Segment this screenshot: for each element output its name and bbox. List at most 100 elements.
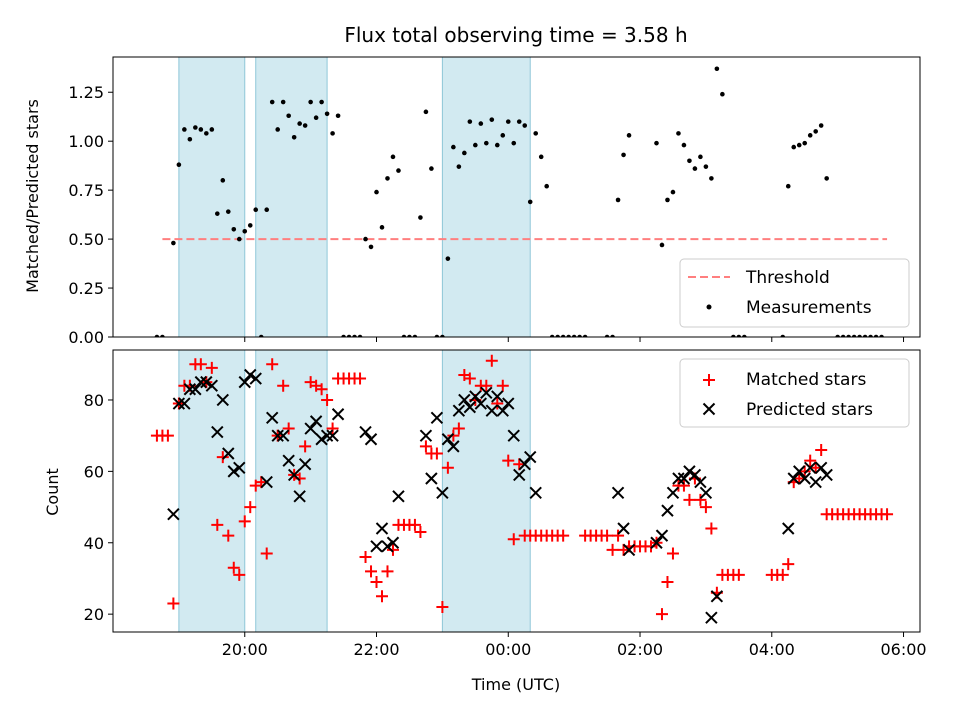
bottom-predicted-star-point xyxy=(271,429,284,442)
top-measurement-point xyxy=(785,183,791,189)
bottom-predicted-star-point xyxy=(436,486,449,499)
top-measurement-point xyxy=(544,183,549,189)
bottom-predicted-star-point xyxy=(227,465,240,478)
bottom-matched-star-point xyxy=(365,565,378,578)
bottom-panel: 20 40 60 80 20:00 22:00 00:00 02:00 04:00 06:00 Ma… xyxy=(84,349,927,659)
bottom-matched-star-point xyxy=(507,533,520,546)
bottom-matched-star-point xyxy=(782,558,795,571)
top-measurement-point xyxy=(511,140,517,146)
bottom-predicted-star-point xyxy=(364,433,378,446)
top-measurement-point xyxy=(549,334,555,337)
top-measurement-point xyxy=(720,91,725,97)
top-measurement-point xyxy=(401,334,407,337)
bottom-matched-star-point xyxy=(557,529,570,542)
top-measurement-point xyxy=(851,334,857,337)
bottom-matched-star-point xyxy=(299,440,312,453)
bottom-matched-star-point xyxy=(293,472,306,485)
top-shaded-interval xyxy=(255,56,328,338)
top-measurement-point xyxy=(209,127,215,132)
bottom-predicted-star-point xyxy=(370,540,383,553)
top-measurement-point xyxy=(857,334,862,337)
top-measurement-point xyxy=(374,189,379,195)
top-y-tick-label: 0.50 xyxy=(68,230,104,249)
top-measurement-point xyxy=(807,133,813,138)
top-measurement-point xyxy=(291,134,297,140)
top-measurement-point xyxy=(560,334,566,337)
bottom-matched-star-point xyxy=(677,479,690,492)
bottom-matched-star-point xyxy=(606,543,619,556)
bottom-y-tick-label: 80 xyxy=(84,391,104,410)
bottom-matched-star-point xyxy=(255,476,268,489)
top-measurement-point xyxy=(198,127,204,132)
bottom-predicted-star-point xyxy=(463,400,477,414)
top-measurement-point xyxy=(879,334,884,337)
bottom-x-tick-label: 06:00 xyxy=(880,640,926,659)
top-measurement-point xyxy=(577,334,582,337)
top-measurement-point xyxy=(231,227,237,232)
top-measurement-point xyxy=(385,176,390,181)
bottom-matched-star-point xyxy=(282,422,295,435)
top-measurement-point xyxy=(302,123,308,128)
bottom-axes-frame xyxy=(112,349,921,633)
bottom-matched-star-point xyxy=(881,508,894,521)
bottom-matched-star-point xyxy=(419,440,432,453)
bottom-x-tick-label: 22:00 xyxy=(353,640,399,659)
bottom-predicted-star-point xyxy=(178,397,191,410)
bottom-predicted-star-point xyxy=(705,611,718,624)
bottom-y-axis-label: Count xyxy=(43,468,62,516)
bottom-predicted-star-point xyxy=(787,472,800,485)
bottom-matched-star-point xyxy=(441,461,454,474)
bottom-matched-star-point xyxy=(683,493,696,506)
top-measurement-point xyxy=(665,197,670,203)
top-measurement-point xyxy=(791,144,797,150)
bottom-matched-star-point xyxy=(194,358,207,371)
top-measurement-point xyxy=(703,164,709,169)
top-measurement-point xyxy=(473,142,478,148)
bottom-y-tick-label: 60 xyxy=(84,462,104,481)
top-axes-frame xyxy=(112,56,921,338)
top-measurement-point xyxy=(500,133,506,138)
top-measurement-point xyxy=(873,334,879,337)
top-measurement-point xyxy=(840,334,846,337)
bottom-predicted-star-point xyxy=(194,375,208,389)
top-measurement-point xyxy=(346,334,352,337)
bottom-matched-star-point xyxy=(227,561,240,574)
top-measurement-point xyxy=(659,242,665,248)
top-measurement-point xyxy=(324,111,330,117)
top-measurement-point xyxy=(467,119,473,124)
top-legend-box xyxy=(679,258,910,328)
top-measurement-point xyxy=(434,334,440,337)
top-measurement-point xyxy=(676,131,681,136)
top-measurement-point xyxy=(555,334,560,337)
top-measurement-point xyxy=(533,131,539,136)
bottom-legend-predicted-label: Predicted stars xyxy=(746,400,873,420)
bottom-predicted-star-point xyxy=(782,522,795,535)
bottom-predicted-star-point xyxy=(287,468,301,482)
bottom-matched-star-point xyxy=(732,568,745,581)
bottom-matched-star-point xyxy=(485,354,498,367)
bottom-predicted-star-point xyxy=(474,397,488,410)
top-measurement-point xyxy=(187,136,193,142)
bottom-predicted-star-point xyxy=(309,415,323,428)
bottom-matched-star-point xyxy=(661,576,674,589)
top-measurement-point xyxy=(182,127,187,132)
top-y-tick-label: 0.25 xyxy=(68,279,104,298)
bottom-predicted-star-point xyxy=(386,536,400,549)
bottom-predicted-star-point xyxy=(282,454,295,467)
bottom-legend-box xyxy=(679,358,910,428)
bottom-matched-star-point xyxy=(216,451,229,464)
bottom-matched-star-point xyxy=(315,383,328,396)
bottom-predicted-star-point xyxy=(183,383,197,396)
top-measurement-point xyxy=(429,166,434,171)
bottom-matched-star-point xyxy=(612,529,625,542)
bottom-predicted-star-point xyxy=(375,522,389,535)
bottom-predicted-star-point xyxy=(419,429,433,442)
top-measurement-point xyxy=(478,121,484,126)
top-shaded-interval xyxy=(441,56,531,338)
bottom-predicted-star-point xyxy=(803,461,817,475)
top-measurement-point xyxy=(687,158,692,164)
bottom-matched-star-point xyxy=(447,429,460,442)
top-measurement-point xyxy=(796,142,802,148)
top-legend: Threshold Measurements xyxy=(679,258,910,328)
top-measurement-point xyxy=(692,166,698,171)
